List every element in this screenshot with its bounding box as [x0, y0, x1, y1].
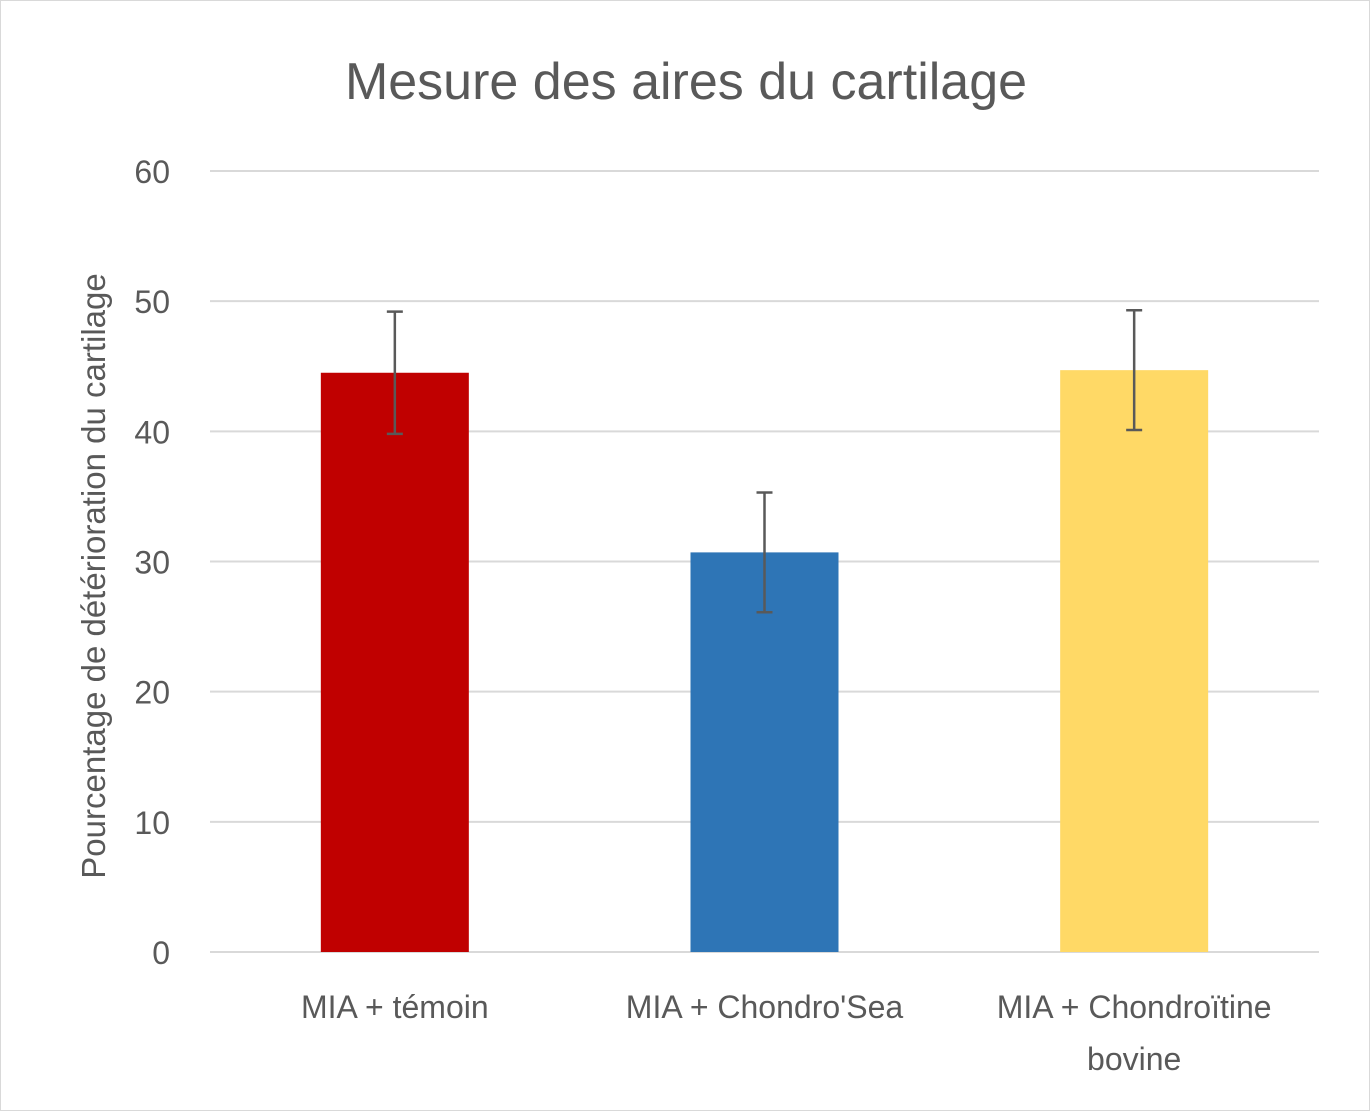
y-tick-label: 40: [134, 414, 170, 450]
y-tick-label: 0: [152, 935, 170, 971]
bar: [320, 372, 469, 953]
y-axis-ticks: 0 10 20 30 40 50 60: [134, 154, 170, 971]
error-bar: [1126, 309, 1143, 432]
y-tick-label: 60: [134, 154, 170, 190]
x-tick-label: MIA + témoin: [301, 989, 489, 1025]
y-axis-label: Pourcentage de détérioration du cartilag…: [75, 273, 112, 878]
x-tick-label: bovine: [1087, 1041, 1181, 1077]
error-bars: [386, 309, 1143, 614]
y-tick-label: 50: [134, 284, 170, 320]
chart-title: Mesure des aires du cartilage: [345, 53, 1027, 111]
bar: [690, 552, 839, 952]
error-bar: [756, 491, 773, 614]
bar: [1060, 370, 1209, 952]
x-tick-label: MIA + Chondro'Sea: [626, 989, 904, 1025]
y-tick-label: 10: [134, 805, 170, 841]
bars: [320, 370, 1209, 953]
error-bar: [386, 310, 403, 436]
x-tick-label: MIA + Chondroïtine: [997, 989, 1272, 1025]
y-tick-label: 30: [134, 545, 170, 581]
x-axis-labels: MIA + témoin MIA + Chondro'Sea MIA + Chond…: [301, 989, 1272, 1077]
y-tick-label: 20: [134, 675, 170, 711]
